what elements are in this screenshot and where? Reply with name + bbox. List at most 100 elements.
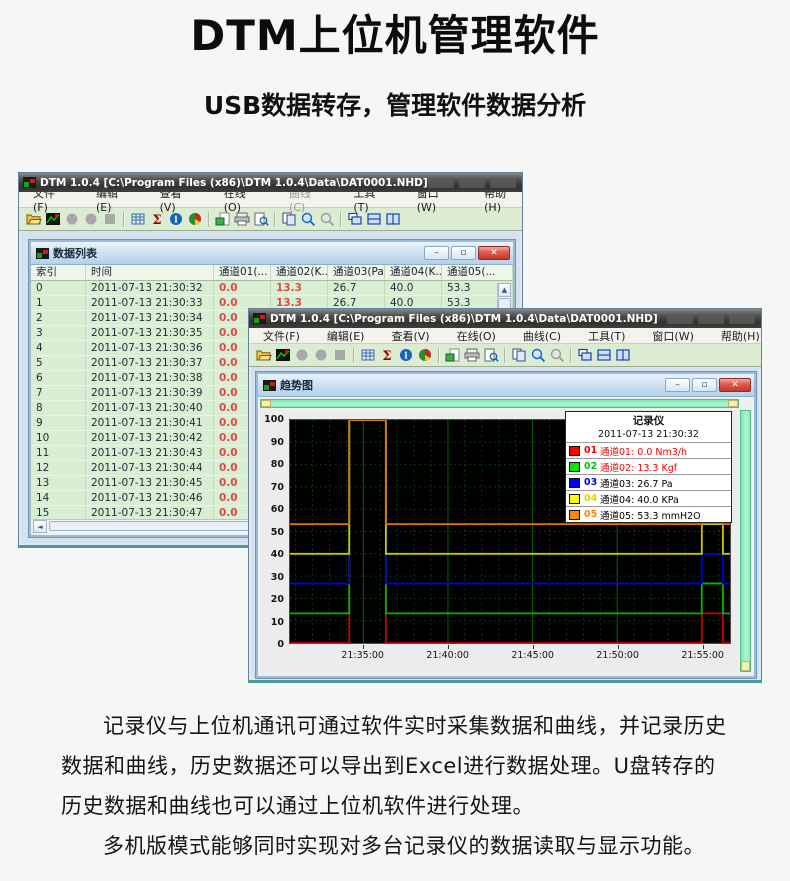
legend-swatch (569, 493, 580, 504)
menu-item-3[interactable]: 查看(V) (391, 329, 430, 343)
menu-item-4[interactable]: 在线(O) (456, 329, 496, 343)
table-cell: 12 (31, 461, 86, 476)
y-tick-label: 30 (270, 571, 284, 583)
scroll-up-icon[interactable]: ▲ (498, 283, 511, 297)
legend-title: 记录仪 (632, 415, 665, 427)
y-tick-label: 100 (264, 414, 284, 425)
open-file-icon[interactable] (254, 347, 273, 364)
menu-item-7[interactable]: 窗口(W) (652, 329, 694, 343)
table-cell: 2011-07-13 21:30:41 (86, 416, 214, 431)
pie-chart-icon[interactable] (415, 347, 434, 364)
scrollbar-thumb[interactable] (49, 521, 257, 531)
zoom-in-icon[interactable] (298, 211, 317, 228)
column-header[interactable]: 通道02(K... (271, 265, 328, 280)
column-header[interactable]: 时间 (86, 265, 214, 280)
table-cell: 2011-07-13 21:30:44 (86, 461, 214, 476)
data-list-titlebar[interactable]: 数据列表 – ▫ ✕ (31, 242, 513, 265)
trend-content: 0 10 20 30 40 50 60 70 80 90 100 21:35:00 21:40:00 2… (258, 397, 754, 676)
legend-entry: 03 通道03: 26.7 Pa (566, 474, 731, 490)
slider-thumb[interactable] (728, 400, 738, 407)
trend-titlebar[interactable]: 趋势图 – ▫ ✕ (258, 374, 754, 397)
chart-view-icon[interactable] (273, 347, 292, 364)
close-button[interactable]: ✕ (478, 246, 510, 260)
table-cell: 2011-07-13 21:30:39 (86, 386, 214, 401)
menu-item-5[interactable]: 曲线(C) (522, 329, 562, 343)
column-header[interactable]: 通道05(... (442, 265, 513, 280)
slider-thumb[interactable] (261, 400, 271, 407)
value-scroll-slider[interactable] (740, 410, 751, 672)
tile-horizontal-icon[interactable] (594, 347, 613, 364)
window-controls[interactable] (667, 313, 755, 324)
toolbar-separator (438, 347, 439, 363)
legend-channel-label: 通道04: 40.0 KPa (600, 494, 679, 506)
print-preview-icon[interactable] (481, 347, 500, 364)
titlebar[interactable]: DTM 1.0.4 [C:\Program Files (x86)\DTM 1.… (19, 173, 522, 192)
menu-item-1[interactable]: 文件(F) (263, 329, 300, 343)
toolbar-separator (123, 211, 124, 227)
x-tick-label: 21:40:00 (426, 650, 469, 661)
table-cell: 7 (31, 386, 86, 401)
legend-swatch (569, 509, 580, 520)
maximize-button[interactable]: ▫ (692, 378, 717, 392)
info-icon[interactable]: i (396, 347, 415, 364)
column-header[interactable]: 通道01(... (214, 265, 271, 280)
mdi-client: 趋势图 – ▫ ✕ 0 1 0 2 0 3 0 4 (249, 367, 761, 681)
info-icon[interactable]: i (166, 211, 185, 228)
copy-icon[interactable] (279, 211, 298, 228)
column-header[interactable]: 通道04(K... (385, 265, 442, 280)
copy-icon[interactable] (509, 347, 528, 364)
table-view-icon[interactable] (358, 347, 377, 364)
tile-vertical-icon[interactable] (383, 211, 402, 228)
print-icon[interactable] (462, 347, 481, 364)
table-cell: 2011-07-13 21:30:35 (86, 326, 214, 341)
table-cell: 2011-07-13 21:30:32 (86, 281, 214, 296)
window-title: DTM 1.0.4 [C:\Program Files (x86)\DTM 1.… (270, 312, 658, 325)
menu-item-2[interactable]: 编辑(E) (326, 329, 365, 343)
export-excel-icon[interactable] (213, 211, 232, 228)
column-header[interactable]: 通道03(Pa) (328, 265, 385, 280)
zoom-out-disabled-icon (547, 347, 566, 364)
zoom-in-icon[interactable] (528, 347, 547, 364)
table-view-icon[interactable] (128, 211, 147, 228)
zoom-out-disabled-icon (317, 211, 336, 228)
tile-horizontal-icon[interactable] (364, 211, 383, 228)
x-tick-label: 21:50:00 (596, 650, 639, 661)
time-scroll-slider[interactable] (260, 399, 739, 408)
table-header: 索引 时间 通道01(... 通道02(K... 通道03(Pa) 通道04(K... 通道… (31, 265, 513, 281)
window-controls[interactable] (428, 177, 516, 188)
page-title: DTM上位机管理软件 (190, 11, 600, 60)
legend-channel-id: 04 (584, 493, 598, 504)
sum-icon[interactable]: Σ (377, 347, 396, 364)
cascade-windows-icon[interactable] (345, 211, 364, 228)
pie-chart-icon[interactable] (185, 211, 204, 228)
table-row[interactable]: 0 2011-07-13 21:30:32 0.0 13.3 26.7 40.0 53.3 (31, 281, 513, 296)
y-tick-label: 90 (270, 436, 284, 448)
maximize-button[interactable]: ▫ (451, 246, 476, 260)
minimize-button[interactable]: – (424, 246, 449, 260)
table-cell: 2011-07-13 21:30:46 (86, 491, 214, 506)
chart-view-icon[interactable] (43, 211, 62, 228)
print-preview-icon[interactable] (251, 211, 270, 228)
sum-icon[interactable]: Σ (147, 211, 166, 228)
menu-item-6[interactable]: 工具(T) (588, 329, 626, 343)
slider-thumb[interactable] (741, 661, 750, 671)
table-row[interactable]: 1 2011-07-13 21:30:33 0.0 13.3 26.7 40.0 53.3 (31, 296, 513, 311)
close-button[interactable]: ✕ (719, 378, 751, 392)
stop-disabled-icon (100, 211, 119, 228)
minimize-button[interactable]: – (665, 378, 690, 392)
cascade-windows-icon[interactable] (575, 347, 594, 364)
open-file-icon[interactable] (24, 211, 43, 228)
scroll-left-icon[interactable]: ◄ (33, 520, 47, 533)
titlebar[interactable]: DTM 1.0.4 [C:\Program Files (x86)\DTM 1.… (249, 309, 761, 328)
x-axis-labels: 21:35:00 21:40:00 21:45:00 21:50:00 21:55:00 (289, 650, 731, 666)
table-cell: 2011-07-13 21:30:42 (86, 431, 214, 446)
table-cell: 8 (31, 401, 86, 416)
column-header[interactable]: 索引 (31, 265, 86, 280)
table-cell: 2011-07-13 21:30:37 (86, 356, 214, 371)
print-icon[interactable] (232, 211, 251, 228)
menu-item-8[interactable]: 帮助(H) (720, 329, 760, 343)
table-cell: 2011-07-13 21:30:43 (86, 446, 214, 461)
tile-vertical-icon[interactable] (613, 347, 632, 364)
export-excel-icon[interactable] (443, 347, 462, 364)
